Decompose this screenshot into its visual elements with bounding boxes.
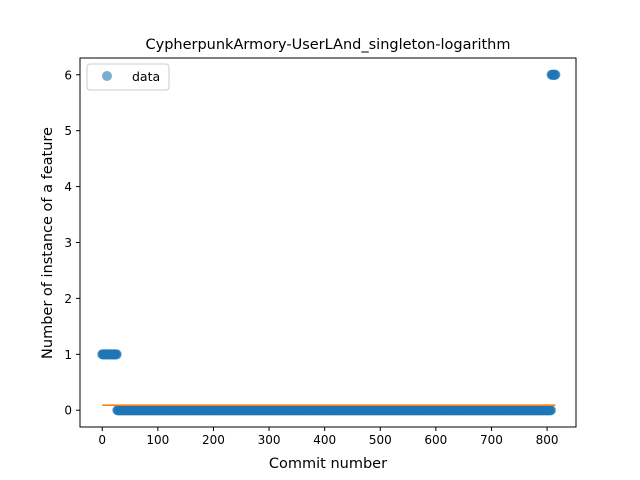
plot-frame — [79, 57, 577, 428]
y-tick-label: 1 — [64, 348, 72, 362]
data-point — [545, 405, 556, 416]
x-tick-label: 100 — [146, 433, 169, 447]
data-point — [111, 349, 122, 360]
legend-label-data: data — [132, 69, 160, 84]
legend-box — [86, 63, 170, 91]
legend-marker-data — [102, 71, 112, 81]
chart-title: CypherpunkArmory-UserLAnd_singleton-loga… — [145, 37, 510, 53]
x-tick-label: 0 — [98, 433, 106, 447]
x-tick-label: 800 — [536, 433, 559, 447]
y-tick-label: 2 — [64, 292, 72, 306]
x-tick-label: 700 — [480, 433, 503, 447]
y-tick-label: 6 — [64, 68, 72, 82]
y-tick-label: 4 — [64, 180, 72, 194]
x-tick-label: 600 — [424, 433, 447, 447]
x-tick-label: 400 — [313, 433, 336, 447]
plot-area — [97, 69, 561, 416]
x-axis-label: Commit number — [269, 456, 387, 472]
x-tick-label: 200 — [202, 433, 225, 447]
x-tick-label: 300 — [258, 433, 281, 447]
data-point — [550, 69, 561, 80]
y-tick-label: 0 — [64, 404, 72, 418]
x-tick-label: 500 — [369, 433, 392, 447]
y-axis-label: Number of instance of a feature — [40, 127, 56, 359]
y-tick-label: 3 — [64, 236, 72, 250]
y-axis-ticks: 0 1 2 3 4 5 6 — [64, 68, 80, 418]
y-tick-label: 5 — [64, 124, 72, 138]
x-axis-ticks: 0 100 200 300 400 500 600 700 800 — [98, 427, 559, 447]
legend: data — [86, 63, 170, 91]
